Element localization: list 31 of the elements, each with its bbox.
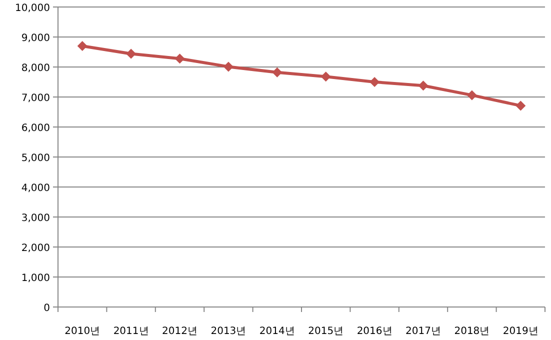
point	[272, 67, 282, 78]
point	[174, 54, 185, 64]
x-tick-label: 2014년	[259, 326, 295, 337]
x-tick-label: 2016년	[356, 326, 392, 337]
point	[223, 62, 234, 72]
y-tick-label: 1,000	[21, 273, 50, 284]
y-tick-label: 7,000	[21, 93, 50, 104]
y-tick-label: 0	[44, 303, 50, 314]
point	[126, 48, 136, 59]
y-tick-label: 9,000	[21, 33, 50, 44]
x-tick-label: 2013년	[210, 326, 246, 337]
y-tick-label: 5,000	[21, 153, 50, 164]
point	[77, 41, 88, 51]
x-tick-label: 2017년	[406, 326, 441, 337]
y-tick-label: 2,000	[21, 243, 50, 254]
point	[320, 72, 331, 82]
y-tick-label: 3,000	[21, 213, 50, 224]
y-tick-label: 4,000	[21, 183, 50, 194]
x-tick-label: 2011년	[113, 326, 149, 337]
x-tick-label: 2018년	[454, 326, 490, 337]
y-tick-label: 10,000	[15, 3, 50, 14]
x-tick-label: 2012년	[162, 326, 198, 337]
x-tick-label: 2015년	[308, 326, 344, 337]
point	[418, 80, 428, 91]
x-tick-label: 2019년	[502, 326, 538, 337]
y-tick-label: 8,000	[21, 63, 50, 74]
x-tick-label: 2010년	[64, 326, 100, 337]
y-tick-label: 6,000	[21, 123, 50, 134]
point	[466, 90, 477, 100]
point	[516, 100, 526, 111]
point	[370, 77, 380, 87]
